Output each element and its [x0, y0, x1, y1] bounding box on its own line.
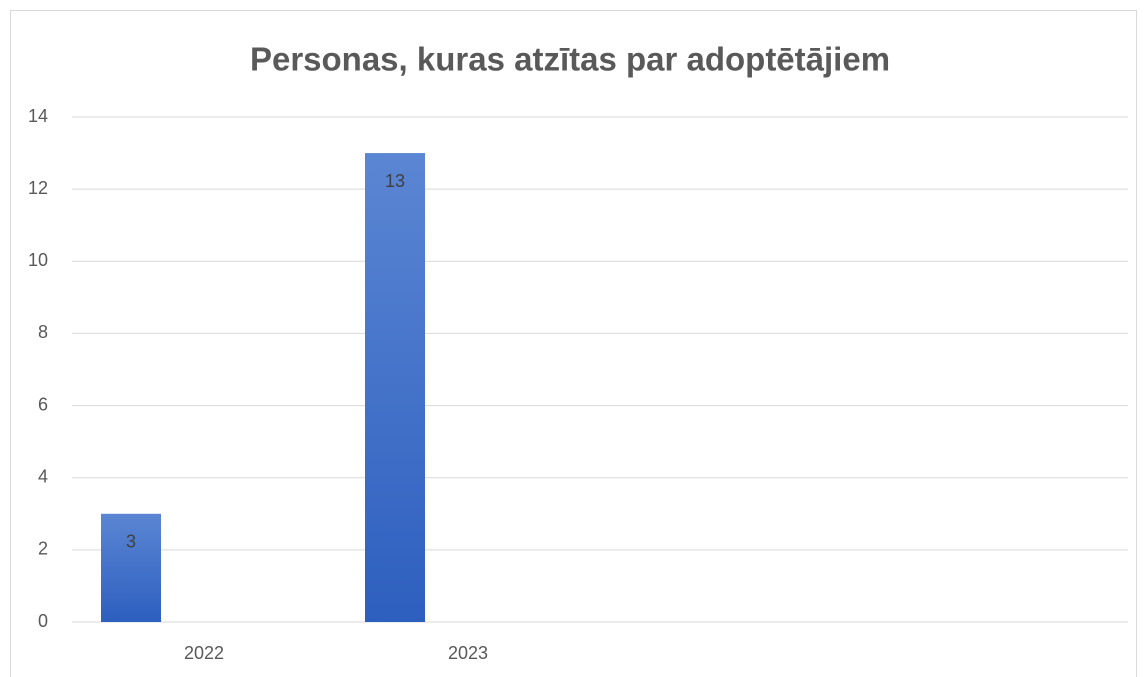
bar — [101, 513, 161, 622]
x-tick-label: 2023 — [448, 643, 488, 663]
data-label: 13 — [385, 171, 405, 191]
y-tick-label: 2 — [38, 539, 48, 559]
y-tick-label: 10 — [28, 250, 48, 270]
y-tick-label: 4 — [38, 466, 48, 486]
data-label: 3 — [126, 532, 136, 552]
y-tick-label: 12 — [28, 178, 48, 198]
bar — [365, 153, 425, 623]
y-tick-label: 8 — [38, 322, 48, 342]
x-tick-label: 2022 — [184, 643, 224, 663]
y-tick-label: 0 — [38, 611, 48, 631]
chart-title: Personas, kuras atzītas par adoptētājiem — [250, 41, 890, 78]
chart-frame — [10, 10, 1137, 677]
y-tick-label: 6 — [38, 394, 48, 414]
y-tick-label: 14 — [28, 106, 48, 126]
